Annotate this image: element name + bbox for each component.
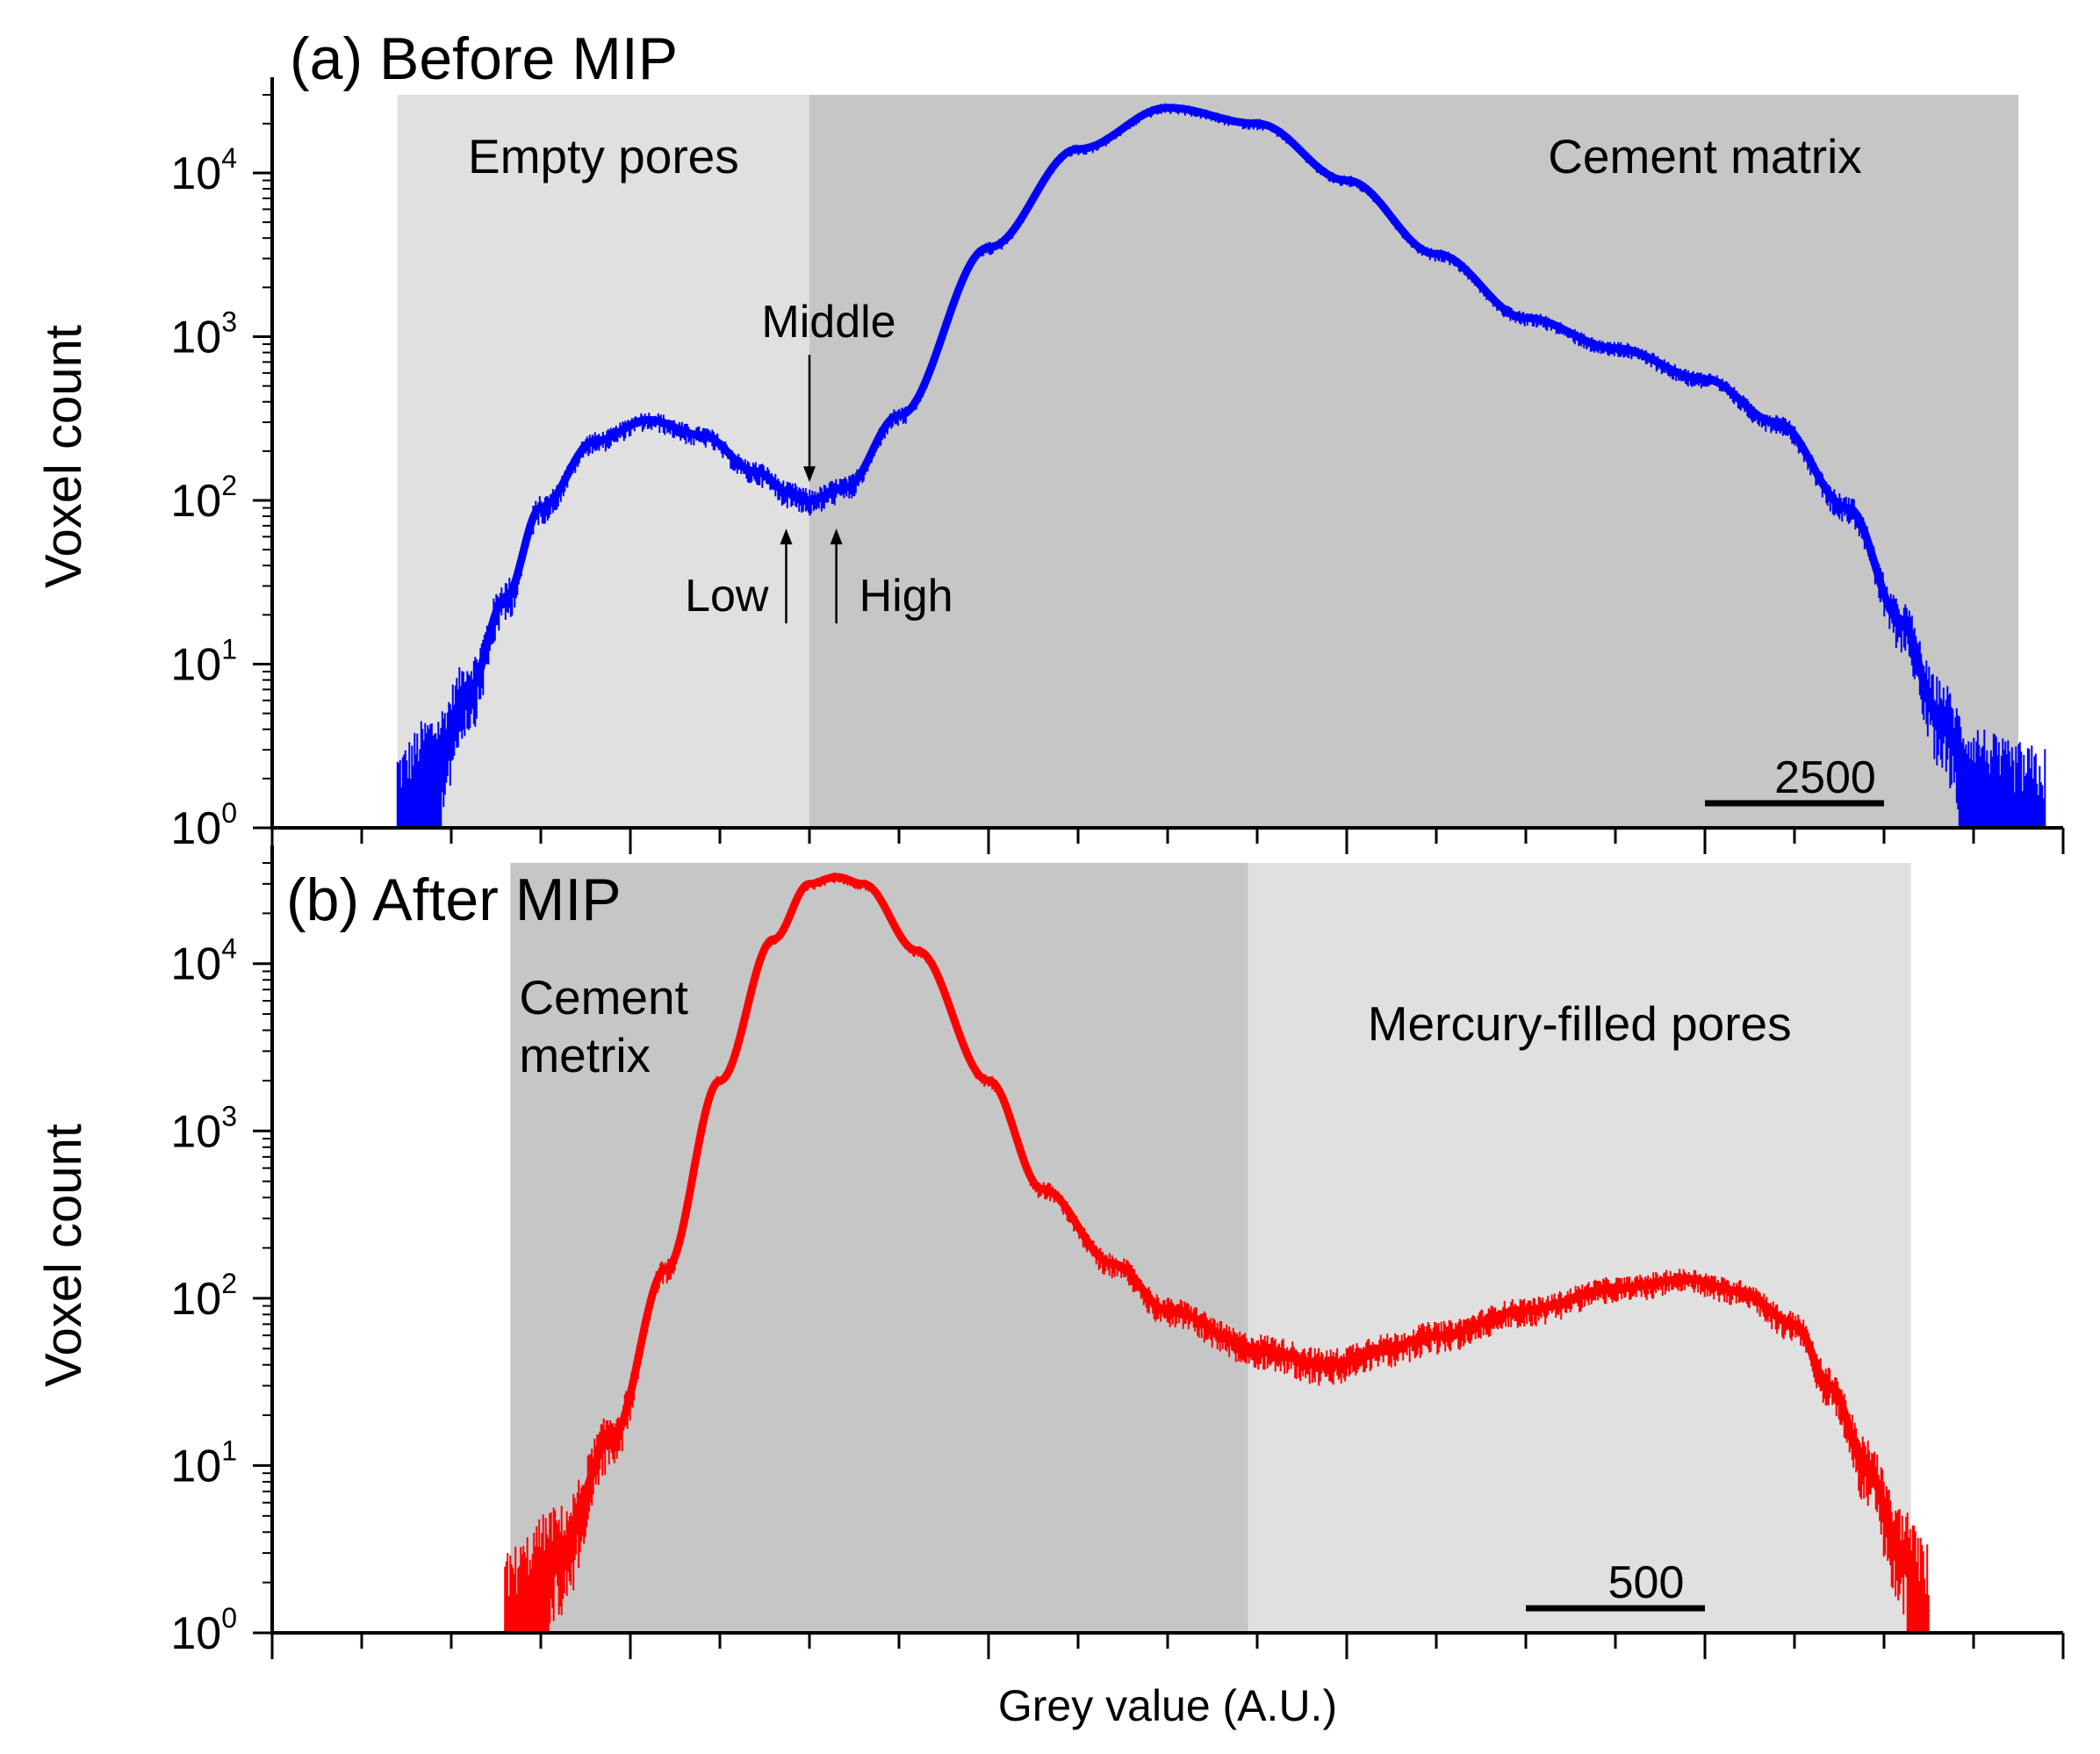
panel-a-title: (a) Before MIP [290,25,678,92]
panel-b-annotations: 500 [1526,1557,1705,1612]
region-label-0: Cement metrix [519,970,688,1082]
region-label-line: Cement [519,970,688,1024]
region-label-0: Empty pores [468,129,739,183]
arrow-low-head [780,528,793,545]
y-tick-base: 10 [170,1608,221,1659]
region-rect-1 [1248,863,1911,1633]
y-tick-label: 104 [170,933,237,990]
panel-b-series [502,872,1931,1633]
y-tick-base: 10 [170,1106,221,1157]
region-label-line: Mercury-filled pores [1368,996,1792,1051]
panel-a-series [394,103,2048,828]
arrow-label-high: High [859,571,953,622]
panel-b-title: (b) After MIP [286,866,622,933]
y-tick-label: 100 [170,797,237,854]
y-tick-label: 104 [170,142,237,199]
y-tick-exp: 4 [221,142,237,174]
y-tick-exp: 2 [221,470,237,501]
y-tick-exp: 3 [221,306,237,337]
y-tick-base: 10 [170,148,221,199]
y-tick-exp: 1 [221,633,237,665]
region-label-line: Empty pores [468,129,739,183]
y-tick-base: 10 [170,639,221,690]
y-tick-base: 10 [170,476,221,527]
y-tick-label: 102 [170,470,237,527]
y-tick-label: 100 [170,1602,237,1659]
y-tick-exp: 4 [221,933,237,965]
region-label-1: Cement matrix [1548,129,1862,183]
y-tick-base: 10 [170,312,221,363]
arrow-middle-head [803,466,816,483]
y-tick-label: 101 [170,633,237,690]
arrow-high-head [830,528,843,545]
y-tick-base: 10 [170,803,221,854]
panel-b-ylabel: Voxel count [35,1124,92,1387]
panel-a-ylabel: Voxel count [35,325,92,588]
y-tick-exp: 0 [221,797,237,829]
y-tick-base: 10 [170,1441,221,1492]
scale-bar-label: 2500 [1774,752,1876,803]
region-label-line: Cement matrix [1548,129,1862,183]
region-label-line: metrix [519,1028,651,1082]
scale-bar-label: 500 [1608,1557,1685,1608]
panel-a-annotations: 2500 Middle Low High [685,297,1884,807]
region-rect-0 [510,863,1248,1633]
y-tick-exp: 0 [221,1602,237,1634]
panel-b-regions: Cement metrix Mercury-filled pores [510,863,1911,1633]
series-line-b [502,873,1931,1624]
region-rect-1 [809,95,2018,828]
series-line-a [394,104,2048,825]
y-tick-label: 103 [170,1100,237,1157]
panel-a-regions: Empty pores Cement matrix [397,95,2018,828]
y-tick-label: 103 [170,306,237,363]
y-tick-base: 10 [170,939,221,990]
y-tick-exp: 3 [221,1100,237,1132]
x-axis-label: Grey value (A.U.) [998,1681,1337,1730]
panel-a-before-mip: Empty pores Cement matrix 100101102103104… [35,25,2065,854]
y-tick-label: 101 [170,1434,237,1492]
arrow-label-middle: Middle [761,297,895,348]
arrow-label-low: Low [685,571,769,622]
region-label-1: Mercury-filled pores [1368,996,1792,1051]
y-tick-exp: 1 [221,1434,237,1466]
y-tick-base: 10 [170,1274,221,1325]
y-tick-label: 102 [170,1268,237,1325]
y-tick-exp: 2 [221,1268,237,1299]
